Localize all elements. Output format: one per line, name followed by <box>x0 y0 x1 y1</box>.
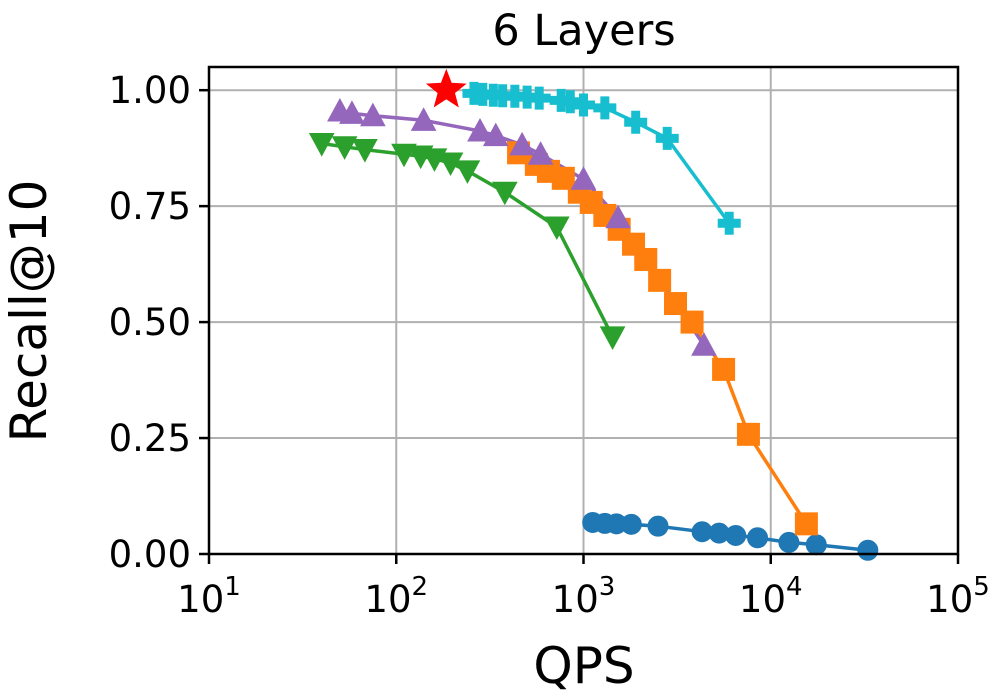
square-marker <box>648 268 672 292</box>
y-tick-label: 0.75 <box>109 185 191 228</box>
y-axis-title: Recall@10 <box>0 180 58 443</box>
triangle-up-marker <box>410 107 437 131</box>
chart-title: 6 Layers <box>492 6 675 56</box>
y-tick-label: 0.50 <box>109 301 191 344</box>
triangle-up-marker <box>605 204 631 229</box>
axis-ticks: 101 102 103 104 105 0.00 0.25 0.50 0.75 1.00 <box>109 69 990 621</box>
triangle-up-marker <box>467 117 493 142</box>
triangle-down-marker <box>331 136 358 160</box>
plus-marker <box>593 96 617 120</box>
x-tick-label: 104 <box>739 572 803 621</box>
circle-marker <box>647 515 669 537</box>
plus-marker <box>527 86 551 110</box>
plus-marker <box>572 93 595 117</box>
y-tick-label: 0.25 <box>109 417 191 460</box>
triangle-up-marker <box>527 141 554 165</box>
plus-marker <box>655 126 679 150</box>
triangle-down-marker <box>543 216 570 241</box>
x-tick-label: 105 <box>926 572 990 621</box>
square-marker <box>664 292 688 316</box>
square-marker <box>794 512 818 536</box>
triangle-down-marker <box>491 181 518 206</box>
x-tick-label: 103 <box>552 572 616 621</box>
circle-marker <box>747 527 769 549</box>
circle-marker <box>778 531 800 553</box>
triangle-up-marker <box>509 131 535 156</box>
circle-marker <box>857 539 879 561</box>
triangle-up-marker <box>339 100 365 124</box>
square-marker <box>712 357 736 381</box>
triangle-up-marker <box>570 166 597 190</box>
series-line <box>517 151 808 525</box>
triangle-down-marker <box>391 143 417 168</box>
triangle-down-marker <box>599 326 626 350</box>
x-tick-label: 101 <box>177 572 241 621</box>
triangle-down-marker <box>308 133 335 157</box>
plus-marker <box>717 211 741 235</box>
square-marker <box>680 310 704 334</box>
triangle-down-marker <box>454 160 481 184</box>
star-marker <box>425 68 467 108</box>
plus-marker <box>503 84 527 108</box>
square-marker <box>736 422 760 446</box>
triangle-down-marker <box>437 152 464 177</box>
plus-marker <box>515 85 539 109</box>
plus-marker <box>624 110 648 134</box>
square-marker <box>634 247 658 271</box>
y-tick-label: 0.00 <box>109 533 191 576</box>
x-tick-label: 102 <box>364 572 428 621</box>
plus-marker <box>558 90 582 114</box>
circle-marker <box>620 513 642 535</box>
x-axis-title: QPS <box>533 637 634 695</box>
y-tick-label: 1.00 <box>109 69 191 112</box>
triangle-down-marker <box>352 139 378 163</box>
triangle-up-marker <box>360 102 386 127</box>
circle-marker <box>805 534 827 556</box>
triangle-up-marker <box>691 332 717 356</box>
triangle-up-marker <box>482 122 509 147</box>
series-markers <box>308 68 879 561</box>
circle-marker <box>725 524 747 546</box>
